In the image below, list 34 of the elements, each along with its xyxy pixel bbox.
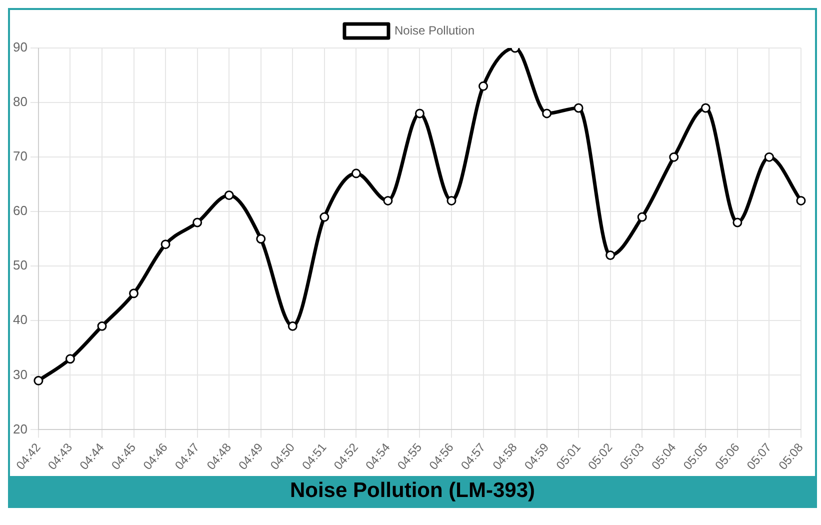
point [446,196,456,206]
y-tick-label: 80 [12,94,28,110]
point [97,321,107,331]
point [256,234,266,244]
point [700,103,710,113]
point [288,321,298,331]
point [669,152,679,162]
point [34,376,44,386]
point [764,152,774,162]
point [129,288,139,298]
point [351,168,361,178]
point [320,212,330,222]
text: Noise Pollution (LM-393) [10,476,815,506]
point [796,196,806,206]
point [478,81,488,91]
y-tick-label: 50 [12,258,28,273]
point [192,218,202,228]
y-tick-label: 60 [12,203,28,218]
point [224,190,234,200]
legend-label: Noise Pollution [394,23,475,38]
point [637,212,647,222]
y-tick-label: 30 [12,366,28,382]
y-tick-label: 40 [12,312,28,328]
y-tick-label: 70 [12,148,28,164]
y-tick-label: 90 [12,40,28,55]
y-tick-label: 20 [12,421,28,436]
point [732,218,742,228]
point [606,250,616,260]
point [574,103,584,113]
point [383,196,393,206]
point [414,108,424,118]
point [160,240,170,250]
point [65,354,75,364]
point [542,108,552,118]
